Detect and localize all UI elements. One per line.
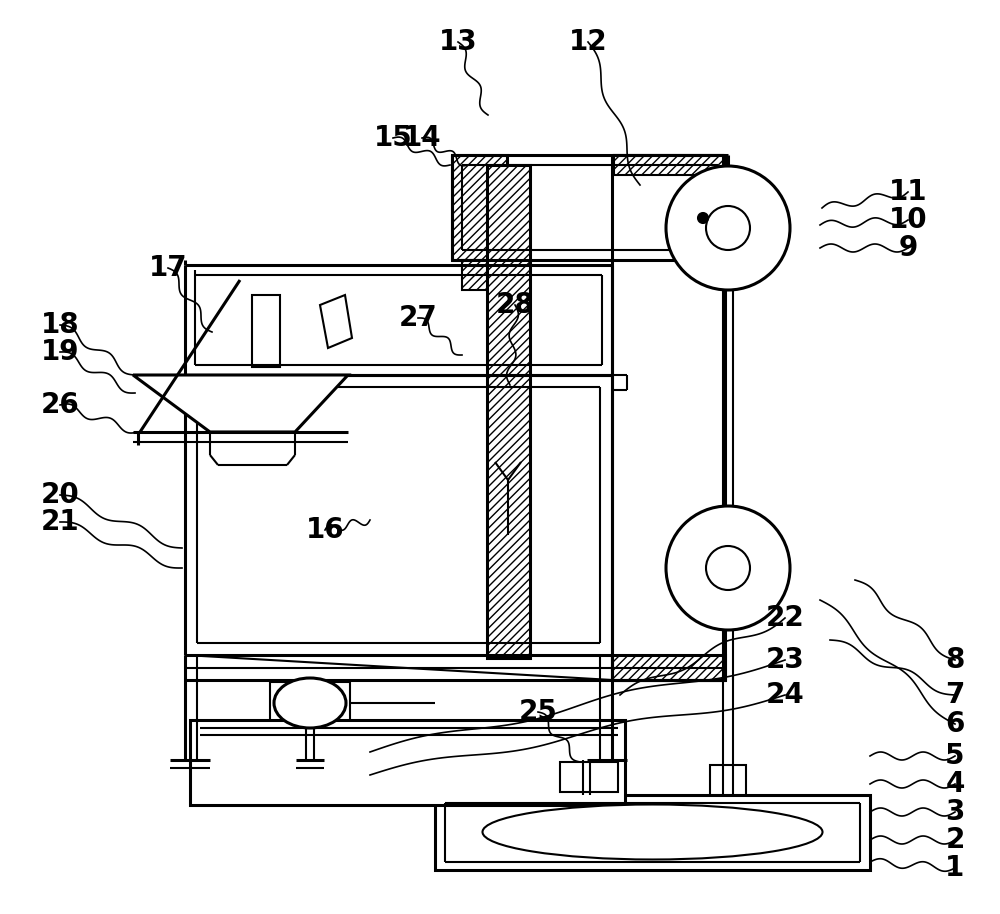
Text: 9: 9 (898, 234, 918, 262)
Bar (452, 155, 507, 260)
Bar (435, 795, 870, 870)
Text: 11: 11 (889, 178, 927, 206)
Bar (560, 762, 618, 792)
Polygon shape (320, 295, 352, 348)
Bar (252, 295, 280, 367)
Text: 24: 24 (766, 681, 804, 709)
Text: 1: 1 (945, 854, 965, 882)
Text: 15: 15 (374, 124, 412, 152)
Text: 19: 19 (41, 338, 79, 366)
Text: 10: 10 (889, 206, 927, 234)
Text: 21: 21 (41, 508, 79, 536)
Bar (614, 155, 723, 175)
Text: 13: 13 (439, 28, 477, 56)
Bar (462, 260, 497, 290)
Polygon shape (133, 375, 348, 432)
Text: 17: 17 (149, 254, 187, 282)
Circle shape (706, 206, 750, 250)
Text: 4: 4 (945, 770, 965, 798)
Bar (270, 682, 298, 724)
Text: 20: 20 (41, 481, 79, 509)
Text: 22: 22 (766, 604, 804, 632)
Text: 8: 8 (945, 646, 965, 674)
Bar (710, 765, 746, 795)
Bar (487, 165, 530, 658)
Text: 14: 14 (403, 124, 441, 152)
Text: 12: 12 (569, 28, 607, 56)
Ellipse shape (482, 804, 822, 859)
Text: 6: 6 (945, 710, 965, 738)
Circle shape (706, 546, 750, 590)
Text: 28: 28 (496, 291, 534, 319)
Bar (612, 655, 725, 680)
Circle shape (666, 166, 790, 290)
Text: 25: 25 (519, 698, 557, 726)
Circle shape (698, 213, 708, 223)
Text: 16: 16 (306, 516, 344, 544)
Bar (210, 415, 295, 432)
Text: 3: 3 (945, 798, 965, 826)
Text: 7: 7 (945, 681, 965, 709)
Ellipse shape (274, 678, 346, 728)
Text: 23: 23 (766, 646, 804, 674)
Text: 26: 26 (41, 391, 79, 419)
Text: 27: 27 (399, 304, 437, 332)
Bar (322, 682, 350, 724)
Text: 18: 18 (41, 311, 79, 339)
Bar (190, 720, 625, 805)
Text: 2: 2 (945, 826, 965, 854)
Circle shape (666, 506, 790, 630)
Text: 5: 5 (945, 742, 965, 770)
